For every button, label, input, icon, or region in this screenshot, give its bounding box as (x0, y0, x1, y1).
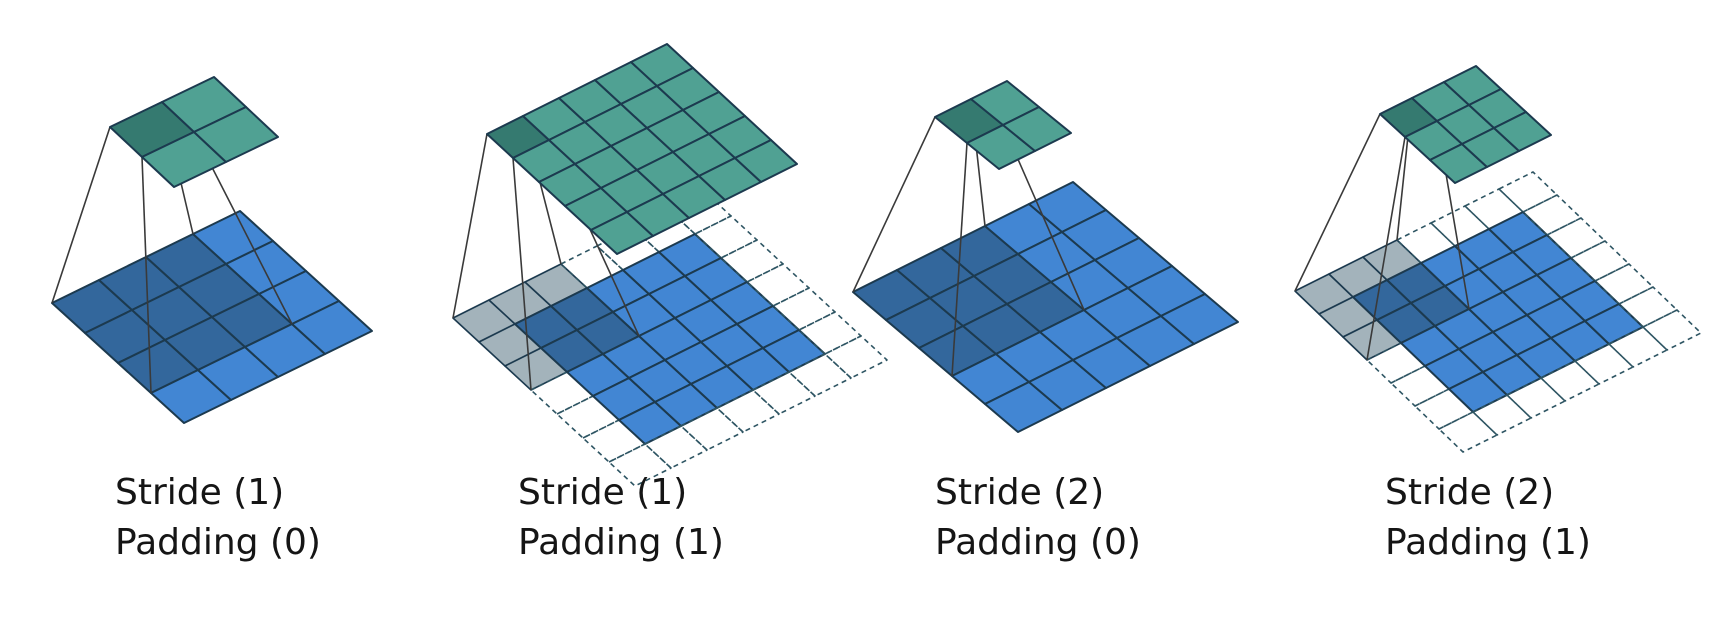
padding-cell (1594, 263, 1654, 305)
stride-label: Stride (2) (935, 472, 1105, 513)
panel-stride1-padding0 (51, 76, 373, 424)
caption-panel-4: Stride (2) Padding (1) (1385, 468, 1591, 568)
padding-label: Padding (0) (935, 522, 1141, 563)
padding-cell (1506, 377, 1566, 419)
projection-line (452, 133, 488, 319)
projection-line (951, 142, 968, 377)
padding-cell (1396, 222, 1456, 264)
padding-cell (1472, 394, 1532, 436)
projection-line (1294, 113, 1381, 292)
padding-cell (1464, 188, 1524, 230)
padding-cell (1414, 388, 1474, 430)
output-cell (193, 106, 279, 163)
projection-line (51, 126, 111, 304)
padding-cell (680, 407, 744, 451)
padding-cell (1430, 205, 1490, 247)
padding-cell (752, 371, 816, 415)
padding-cell (644, 425, 708, 469)
padding-cell (1570, 240, 1630, 282)
padding-cell (1390, 365, 1450, 407)
stride-label: Stride (2) (1385, 472, 1555, 513)
padding-label: Padding (1) (1385, 522, 1591, 563)
caption-panel-2: Stride (1) Padding (1) (518, 468, 724, 568)
caption-panel-3: Stride (2) Padding (0) (935, 468, 1141, 568)
padding-cell (1498, 171, 1558, 213)
stride-label: Stride (1) (115, 472, 285, 513)
padding-cell (788, 353, 852, 397)
padding-cell (1546, 217, 1606, 259)
padding-cell (1574, 343, 1634, 385)
projection-line (141, 156, 152, 394)
output-cell (1493, 111, 1552, 152)
input-cell (1160, 293, 1239, 345)
panel-stride2-padding0 (852, 80, 1239, 433)
padding-label: Padding (0) (115, 522, 321, 563)
output-cell (734, 139, 798, 183)
padding-cell (824, 335, 888, 379)
output-cell (1002, 106, 1072, 152)
padding-cell (1438, 411, 1498, 453)
input-cell (291, 300, 373, 355)
panel-stride2-padding1 (1294, 65, 1702, 453)
padding-cell (716, 389, 780, 433)
padding-cell (1540, 360, 1600, 402)
panel-stride1-padding1 (452, 43, 888, 487)
padding-cell (1522, 194, 1582, 236)
stride-label: Stride (1) (518, 472, 688, 513)
padding-label: Padding (1) (518, 522, 724, 563)
padding-cell (1608, 326, 1668, 368)
padding-cell (608, 443, 672, 487)
projection-line (512, 157, 532, 391)
caption-panel-1: Stride (1) Padding (0) (115, 468, 321, 568)
padding-cell (1366, 342, 1426, 384)
padding-cell (1642, 309, 1702, 351)
projection-line (1366, 136, 1406, 361)
projection-line (852, 116, 936, 293)
padding-cell (1618, 286, 1678, 328)
